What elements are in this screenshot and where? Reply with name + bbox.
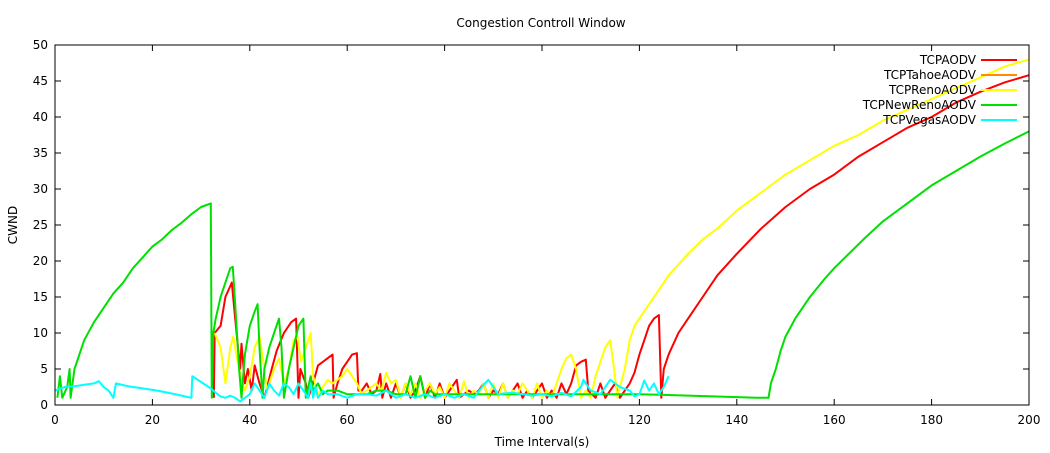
series-line-tcpnewrenoaodv <box>56 130 1030 399</box>
y-tick-label: 30 <box>33 182 48 196</box>
y-axis-label: CWND <box>6 206 20 244</box>
x-tick-label: 0 <box>51 413 59 427</box>
legend: TCPAODVTCPTahoeAODVTCPRenoAODVTCPNewReno… <box>862 53 1017 127</box>
x-tick-label: 100 <box>531 413 554 427</box>
x-tick-label: 200 <box>1018 413 1041 427</box>
y-tick-label: 25 <box>33 218 48 232</box>
y-tick-label: 0 <box>40 398 48 412</box>
legend-label: TCPAODV <box>919 53 977 67</box>
series-layer <box>54 58 1030 403</box>
y-tick-label: 5 <box>40 362 48 376</box>
legend-label: TCPTahoeAODV <box>883 68 977 82</box>
axis-ticks: 0 20 40 60 80 100 120 140 160 180 200 0 5 10 15 20 25 30 3… <box>33 38 1041 427</box>
legend-label: TCPNewRenoAODV <box>862 98 977 112</box>
y-tick-label: 40 <box>33 110 48 124</box>
x-tick-label: 80 <box>437 413 452 427</box>
y-tick-label: 15 <box>33 290 48 304</box>
x-axis-label: Time Interval(s) <box>494 435 590 449</box>
chart-title: Congestion Controll Window <box>456 16 625 30</box>
x-tick-label: 40 <box>242 413 257 427</box>
x-tick-label: 60 <box>340 413 355 427</box>
series-line-tcprenoaodv <box>213 58 1030 399</box>
y-tick-label: 20 <box>33 254 48 268</box>
y-tick-label: 45 <box>33 74 48 88</box>
x-tick-label: 140 <box>725 413 748 427</box>
x-tick-label: 180 <box>920 413 943 427</box>
y-tick-label: 50 <box>33 38 48 52</box>
x-tick-label: 120 <box>628 413 651 427</box>
x-tick-label: 20 <box>145 413 160 427</box>
y-tick-label: 10 <box>33 326 48 340</box>
series-line-tcpvegasaodv <box>54 375 670 403</box>
legend-label: TCPVegasAODV <box>882 113 977 127</box>
plot-frame <box>54 44 1030 406</box>
y-tick-label: 35 <box>33 146 48 160</box>
x-tick-label: 160 <box>823 413 846 427</box>
legend-label: TCPRenoAODV <box>888 83 977 97</box>
